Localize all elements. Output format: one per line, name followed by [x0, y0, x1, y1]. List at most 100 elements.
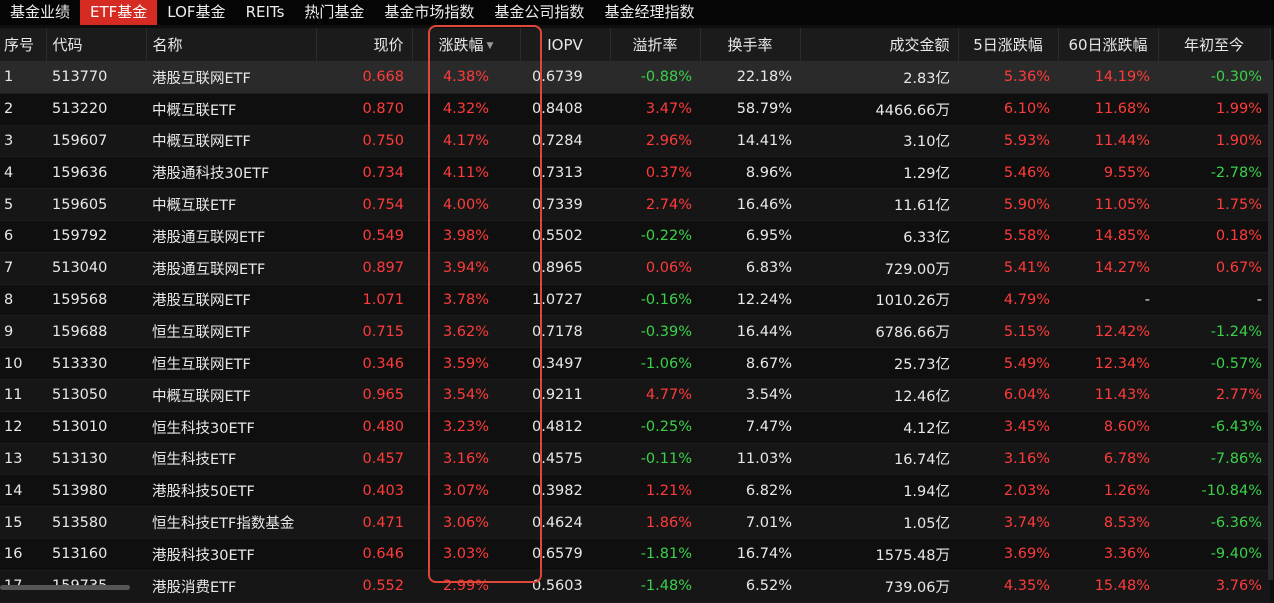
- cell-ytd: -6.36%: [1158, 506, 1270, 539]
- etf-table-container: 序号 代码 名称 现价 涨跌幅 ▼ IOPV 溢折率 换手率 成交金额 5日涨跌幅…: [0, 28, 1274, 603]
- tab-3[interactable]: REITs: [245, 3, 285, 21]
- cell-code: 159605: [46, 188, 146, 221]
- table-row[interactable]: 2 513220 中概互联ETF 0.870 4.32% 0.8408 3.47% 58.79…: [0, 93, 1270, 126]
- table-row[interactable]: 9 159688 恒生互联网ETF 0.715 3.62% 0.7178 -0.39% 16.…: [0, 315, 1270, 349]
- cell-name: 港股通科技30ETF: [146, 156, 316, 190]
- cell-price: 0.403: [316, 474, 412, 508]
- col-header-premium[interactable]: 溢折率: [610, 28, 701, 62]
- cell-turnover: 6.83%: [700, 252, 800, 285]
- table-row[interactable]: 11 513050 中概互联网ETF 0.965 3.54% 0.9211 4.77% 3.5…: [0, 379, 1270, 412]
- col-header-seq[interactable]: 序号: [0, 28, 47, 62]
- cell-turnover: 11.03%: [700, 443, 800, 476]
- table-row[interactable]: 16 513160 港股科技30ETF 0.646 3.03% 0.6579 -1.81% 1…: [0, 538, 1270, 571]
- col-header-iopv[interactable]: IOPV: [520, 28, 611, 62]
- cell-seq: 6: [0, 220, 46, 253]
- col-header-name[interactable]: 名称: [146, 28, 317, 62]
- cell-change: 4.00%: [412, 188, 520, 221]
- cell-iopv: 0.7313: [520, 156, 610, 190]
- cell-seq: 10: [0, 347, 46, 380]
- cell-price: 0.346: [316, 347, 412, 380]
- cell-chg60: 1.26%: [1058, 474, 1158, 508]
- cell-ytd: -0.57%: [1158, 347, 1270, 380]
- cell-price: 0.480: [316, 411, 412, 444]
- col-header-chg60[interactable]: 60日涨跌幅: [1058, 28, 1159, 62]
- cell-price: 0.552: [316, 570, 412, 603]
- tab-6[interactable]: 基金公司指数: [494, 3, 585, 21]
- cell-amount: 1.05亿: [800, 506, 958, 539]
- cell-iopv: 0.7339: [520, 188, 610, 221]
- cell-premium: -0.88%: [610, 61, 700, 94]
- table-row[interactable]: 1 513770 港股互联网ETF 0.668 4.38% 0.6739 -0.88% 22.…: [0, 61, 1270, 94]
- cell-chg60: 11.05%: [1058, 188, 1158, 221]
- table-row[interactable]: 15 513580 恒生科技ETF指数基金 0.471 3.06% 0.4624 1.86%…: [0, 506, 1270, 539]
- col-header-code[interactable]: 代码: [46, 28, 147, 62]
- cell-iopv: 1.0727: [520, 284, 610, 317]
- cell-premium: 1.21%: [610, 474, 700, 508]
- tab-0[interactable]: 基金业绩: [10, 3, 71, 21]
- sort-desc-icon[interactable]: ▼: [486, 41, 494, 51]
- col-header-turnover[interactable]: 换手率: [700, 28, 801, 62]
- cell-turnover: 12.24%: [700, 284, 800, 317]
- cell-chg60: 14.27%: [1058, 252, 1158, 285]
- cell-ytd: 0.18%: [1158, 220, 1270, 253]
- cell-change: 3.54%: [412, 379, 520, 412]
- table-row[interactable]: 12 513010 恒生科技30ETF 0.480 3.23% 0.4812 -0.25% 7…: [0, 411, 1270, 444]
- col-header-ytd[interactable]: 年初至今: [1158, 28, 1271, 62]
- table-row[interactable]: 6 159792 港股通互联网ETF 0.549 3.98% 0.5502 -0.22% 6.…: [0, 220, 1270, 253]
- cell-chg60: 11.44%: [1058, 125, 1158, 158]
- cell-seq: 2: [0, 93, 46, 126]
- cell-amount: 1.29亿: [800, 156, 958, 190]
- cell-price: 0.471: [316, 506, 412, 539]
- col-header-chg5[interactable]: 5日涨跌幅: [958, 28, 1059, 62]
- col-header-change[interactable]: 涨跌幅 ▼: [412, 28, 521, 62]
- cell-chg60: -: [1058, 284, 1158, 317]
- cell-chg60: 14.85%: [1058, 220, 1158, 253]
- cell-turnover: 6.82%: [700, 474, 800, 508]
- cell-name: 港股消费ETF: [146, 570, 316, 603]
- cell-ytd: 1.75%: [1158, 188, 1270, 221]
- cell-iopv: 0.4812: [520, 411, 610, 444]
- table-row[interactable]: 4 159636 港股通科技30ETF 0.734 4.11% 0.7313 0.37% 8.…: [0, 156, 1270, 190]
- cell-name: 港股互联网ETF: [146, 61, 316, 94]
- tab-7[interactable]: 基金经理指数: [604, 3, 695, 21]
- cell-seq: 11: [0, 379, 46, 412]
- cell-iopv: 0.5502: [520, 220, 610, 253]
- table-row[interactable]: 7 513040 港股通互联网ETF 0.897 3.94% 0.8965 0.06% 6.8…: [0, 252, 1270, 285]
- cell-iopv: 0.4624: [520, 506, 610, 539]
- tab-5[interactable]: 基金市场指数: [384, 3, 475, 21]
- cell-seq: 12: [0, 411, 46, 444]
- cell-amount: 25.73亿: [800, 347, 958, 380]
- cell-seq: 15: [0, 506, 46, 539]
- cell-name: 港股科技50ETF: [146, 474, 316, 508]
- col-header-price[interactable]: 现价: [316, 28, 413, 62]
- cell-amount: 6786.66万: [800, 315, 958, 349]
- horizontal-scrollbar[interactable]: [0, 585, 130, 590]
- cell-chg60: 12.42%: [1058, 315, 1158, 349]
- cell-premium: -0.22%: [610, 220, 700, 253]
- tab-bar: 基金业绩 ETF基金 LOF基金 REITs 热门基金 基金市场指数 基金公司指数 基金经理指…: [0, 0, 1274, 25]
- cell-premium: -0.25%: [610, 411, 700, 444]
- tab-2[interactable]: LOF基金: [167, 3, 226, 21]
- cell-change: 2.99%: [412, 570, 520, 603]
- cell-chg60: 3.36%: [1058, 538, 1158, 571]
- table-row[interactable]: 5 159605 中概互联ETF 0.754 4.00% 0.7339 2.74% 16.46…: [0, 188, 1270, 221]
- table-row[interactable]: 8 159568 港股互联网ETF 1.071 3.78% 1.0727 -0.16% 12.…: [0, 284, 1270, 317]
- tab-4[interactable]: 热门基金: [304, 3, 365, 21]
- table-row[interactable]: 13 513130 恒生科技ETF 0.457 3.16% 0.4575 -0.11% 11.…: [0, 443, 1270, 476]
- tab-1[interactable]: ETF基金: [80, 0, 158, 25]
- cell-name: 恒生科技30ETF: [146, 411, 316, 444]
- cell-iopv: 0.8965: [520, 252, 610, 285]
- table-row[interactable]: 17159735港股消费ETF0.5522.99%0.5603-1.48%6.5…: [0, 570, 1270, 603]
- cell-name: 港股通互联网ETF: [146, 252, 316, 285]
- table-row[interactable]: 14 513980 港股科技50ETF 0.403 3.07% 0.3982 1.21% 6.…: [0, 474, 1270, 508]
- col-header-amount[interactable]: 成交金额: [800, 28, 959, 62]
- table-row[interactable]: 3 159607 中概互联网ETF 0.750 4.17% 0.7284 2.96% 14.4…: [0, 125, 1270, 158]
- cell-iopv: 0.6739: [520, 61, 610, 94]
- cell-chg5: 2.03%: [958, 474, 1058, 508]
- cell-price: 0.715: [316, 315, 412, 349]
- vertical-scrollbar[interactable]: [1268, 60, 1273, 580]
- table-row[interactable]: 10 513330 恒生互联网ETF 0.346 3.59% 0.3497 -1.06% 8.…: [0, 347, 1270, 380]
- cell-turnover: 16.74%: [700, 538, 800, 571]
- cell-chg5: 3.16%: [958, 443, 1058, 476]
- cell-premium: -0.16%: [610, 284, 700, 317]
